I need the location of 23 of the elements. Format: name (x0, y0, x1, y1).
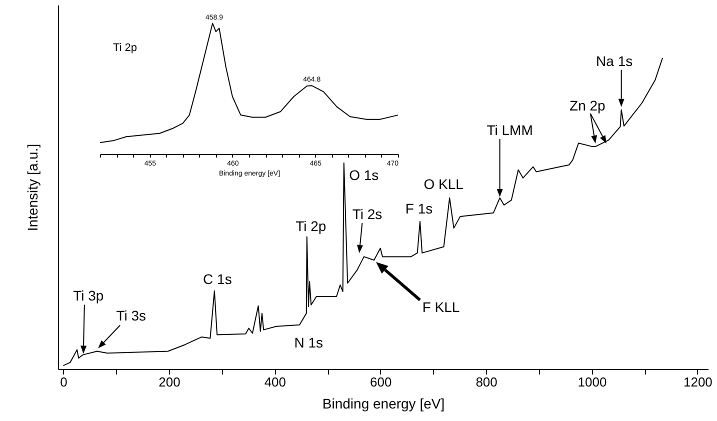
x-tick-label: 200 (158, 374, 180, 390)
annotation: C 1s (203, 270, 232, 287)
annotation: Ti 2s (352, 206, 382, 222)
annotation: F 1s (405, 200, 433, 217)
x-tick-label: 0 (60, 374, 68, 390)
annotation: Ti 3s (116, 307, 146, 324)
x-axis-title: Binding energy [eV] (322, 396, 445, 412)
x-tick-label: 600 (370, 374, 392, 390)
x-tick-label: 1000 (578, 374, 607, 390)
x-tick-label: 400 (264, 374, 286, 390)
annotation: Ti 2p (296, 218, 326, 234)
x-tick-label: 800 (476, 374, 498, 390)
annotation: Na 1s (596, 52, 633, 69)
annotation: Zn 2p (570, 98, 606, 114)
y-axis-title: Intensity [a.u.] (24, 144, 40, 232)
annotation: Ti 2p (112, 42, 138, 54)
annotation: Ti 3p (73, 288, 104, 304)
annotation: N 1s (294, 334, 324, 350)
x-tick-label: 1200 (683, 374, 712, 390)
annotation: Ti LMM (486, 122, 533, 138)
annotation: F KLL (422, 299, 460, 315)
annotation: O 1s (349, 167, 379, 184)
annotation: O KLL (424, 176, 464, 192)
